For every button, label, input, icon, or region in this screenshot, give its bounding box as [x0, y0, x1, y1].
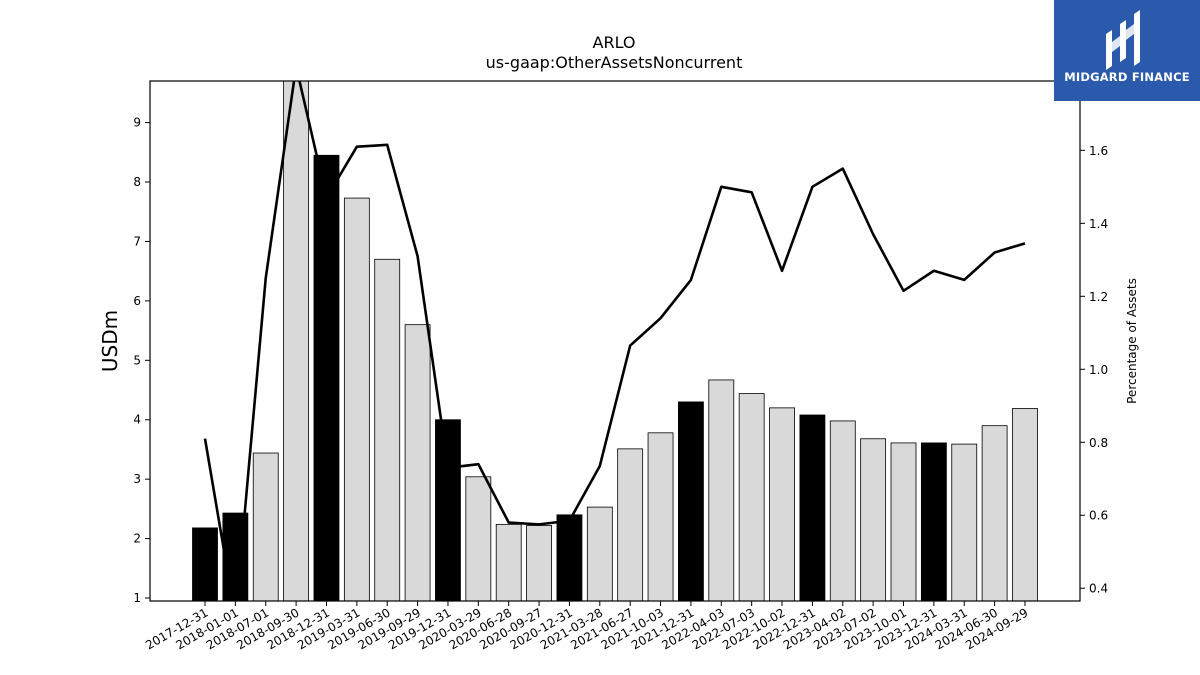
y-tick-label: 5 — [133, 353, 141, 367]
bar-2020-12-31 — [556, 514, 583, 602]
y-tick-label: 7 — [133, 234, 141, 248]
bar-2022-04-03 — [708, 379, 735, 602]
y2-tick-label: 0.4 — [1089, 582, 1108, 596]
bar-2022-12-31 — [799, 414, 826, 602]
bar-2023-07-02 — [860, 438, 887, 602]
x-axis: 2017-12-312018-01-012018-07-012018-09-30… — [143, 601, 1030, 652]
bar-2019-09-29 — [404, 324, 431, 602]
bar-2018-12-31 — [313, 154, 340, 602]
y2-tick-label: 1.2 — [1089, 290, 1108, 304]
y-axis-right: 0.4 0.6 0.8 1.0 1.2 1.4 1.6 — [1080, 144, 1108, 596]
bar-2023-10-01 — [890, 442, 917, 602]
bar-2020-03-29 — [465, 476, 492, 602]
bar-2024-03-31 — [951, 443, 978, 602]
bar-2023-04-02 — [829, 420, 856, 602]
series-line — [203, 81, 1026, 601]
bar-2024-09-29 — [1012, 408, 1038, 602]
bar-2022-07-03 — [738, 393, 765, 602]
bar-2018-09-30 — [283, 80, 310, 602]
bar-2021-06-27 — [617, 448, 644, 602]
y-tick-label: 3 — [133, 472, 141, 486]
bar-2018-07-01 — [252, 452, 279, 602]
y2-tick-label: 0.8 — [1089, 436, 1108, 450]
y-axis-left: 1 2 3 4 5 6 7 8 9 — [133, 116, 150, 605]
logo-mark-icon — [1106, 10, 1140, 70]
y-axis-label: USDm — [98, 310, 122, 372]
y2-tick-label: 1.0 — [1089, 363, 1108, 377]
plot-frame — [149, 80, 1081, 602]
y-tick-label: 9 — [133, 116, 141, 130]
chart-subtitle: us-gaap:OtherAssetsNoncurrent — [486, 53, 743, 72]
y-tick-label: 1 — [133, 591, 141, 605]
bar-2023-12-31 — [920, 442, 947, 602]
y-tick-label: 4 — [133, 413, 141, 427]
bar-2019-03-31 — [343, 197, 370, 602]
bar-2019-06-30 — [374, 258, 401, 602]
y2-axis-label: Percentage of Assets — [1125, 278, 1139, 404]
bar-2020-09-27 — [526, 525, 552, 602]
bar-2021-03-28 — [586, 506, 613, 602]
bar-group — [192, 80, 1038, 602]
y2-tick-label: 1.4 — [1089, 217, 1108, 231]
brand-logo: MIDGARD FINANCE — [1054, 0, 1200, 101]
chart-title: ARLO — [593, 33, 636, 52]
bar-2021-10-03 — [647, 432, 674, 602]
bar-2019-12-31 — [435, 419, 461, 602]
logo-text: MIDGARD FINANCE — [1064, 70, 1190, 84]
y-tick-label: 8 — [133, 175, 141, 189]
bar-2020-06-28 — [495, 523, 522, 602]
bar-2017-12-31 — [192, 527, 218, 602]
bar-2022-10-02 — [769, 407, 795, 602]
y2-tick-label: 1.6 — [1089, 144, 1108, 158]
bar-2024-06-30 — [981, 425, 1008, 602]
line-group — [203, 81, 1026, 601]
bar-2021-12-31 — [678, 401, 704, 602]
y-tick-label: 2 — [133, 532, 141, 546]
y-tick-label: 6 — [133, 294, 141, 308]
y2-tick-label: 0.6 — [1089, 509, 1108, 523]
